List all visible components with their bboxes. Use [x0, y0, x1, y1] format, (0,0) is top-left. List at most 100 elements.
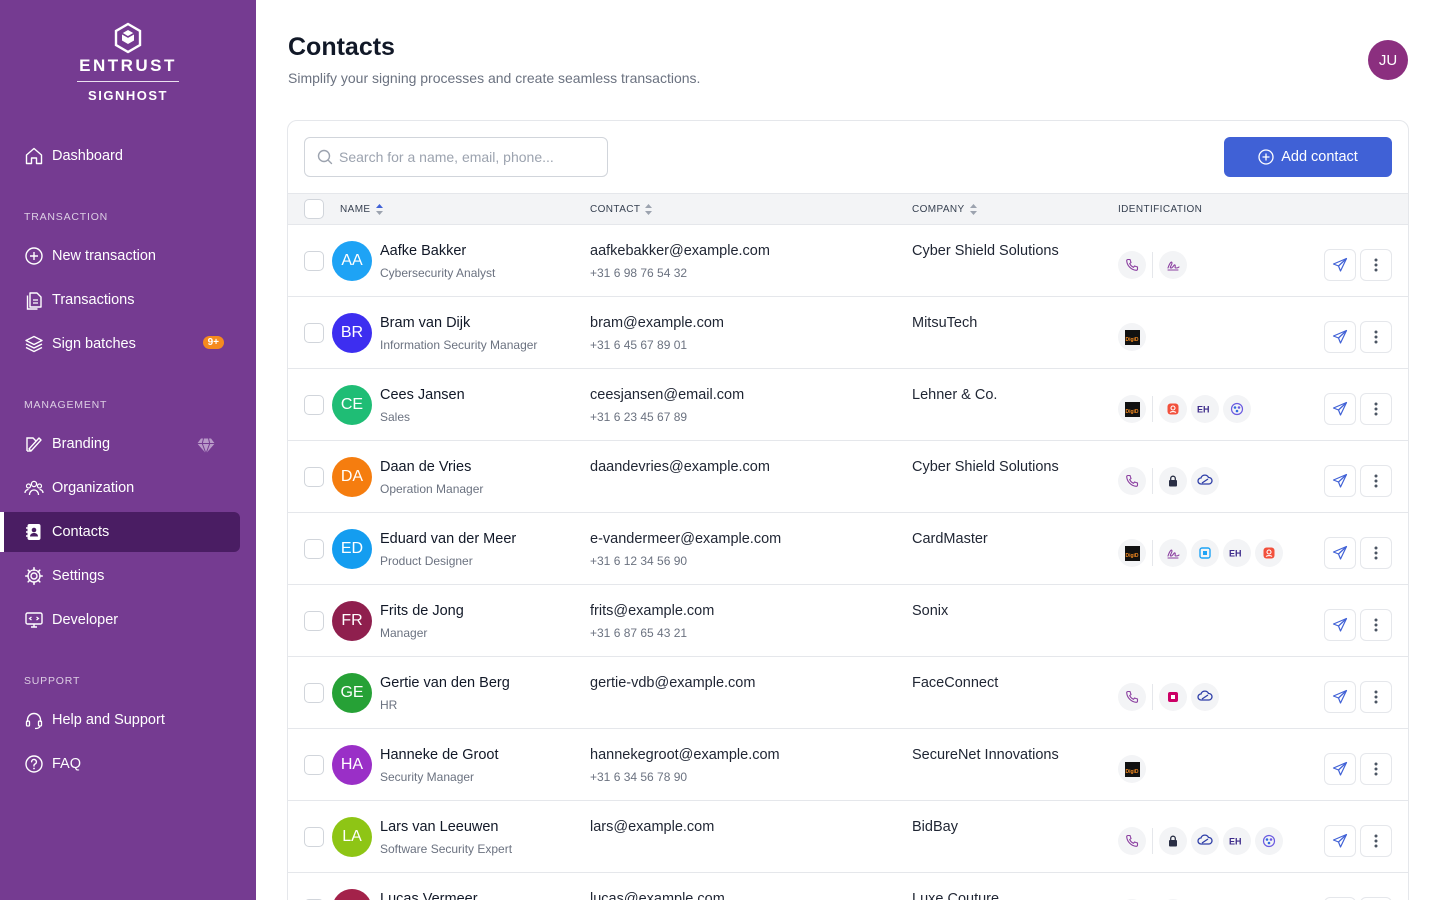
contact-name[interactable]: Bram van Dijk	[380, 315, 471, 331]
table-row[interactable]: ED Eduard van der Meer Product Designer e-v…	[288, 513, 1408, 585]
table-row[interactable]: CE Cees Jansen Sales ceesjansen@email.com +3…	[288, 369, 1408, 441]
row-checkbox[interactable]	[304, 323, 324, 343]
sidebar-item-settings[interactable]: Settings	[4, 556, 240, 596]
sidebar-item-faq[interactable]: FAQ	[4, 744, 240, 784]
user-avatar[interactable]: JU	[1368, 40, 1408, 80]
eherkenning-icon: EH	[1223, 827, 1251, 855]
select-all-checkbox[interactable]	[304, 199, 324, 219]
row-checkbox[interactable]	[304, 251, 324, 271]
brand-product: SIGNHOST	[88, 88, 168, 103]
contact-email: lars@example.com	[590, 819, 715, 835]
send-transaction-button[interactable]	[1324, 753, 1356, 785]
table-row[interactable]: LU Lucas Vermeer lucas@example.com Luxe Cou…	[288, 873, 1408, 900]
search-icon	[317, 149, 333, 165]
more-options-button[interactable]	[1360, 249, 1392, 281]
sidebar-item-organization[interactable]: Organization	[4, 468, 240, 508]
table-row[interactable]: AA Aafke Bakker Cybersecurity Analyst aafke…	[288, 225, 1408, 297]
more-options-button[interactable]	[1360, 393, 1392, 425]
contact-role: Software Security Expert	[380, 842, 513, 856]
contact-company: Cyber Shield Solutions	[912, 459, 1059, 475]
row-checkbox[interactable]	[304, 539, 324, 559]
contact-email: bram@example.com	[590, 315, 724, 331]
row-checkbox[interactable]	[304, 755, 324, 775]
contact-avatar: DA	[332, 457, 372, 497]
table-row[interactable]: HA Hanneke de Groot Security Manager hannek…	[288, 729, 1408, 801]
contact-name[interactable]: Hanneke de Groot	[380, 747, 499, 763]
lock-icon	[1159, 827, 1187, 855]
sidebar-item-new-transaction[interactable]: New transaction	[4, 236, 240, 276]
sidebar-item-contacts[interactable]: Contacts	[0, 512, 240, 552]
table-row[interactable]: DA Daan de Vries Operation Manager daandevr…	[288, 441, 1408, 513]
sidebar-item-help[interactable]: Help and Support	[4, 700, 240, 740]
phone-verification-icon	[1118, 683, 1146, 711]
more-options-button[interactable]	[1360, 321, 1392, 353]
more-options-button[interactable]	[1360, 537, 1392, 569]
contact-avatar: HA	[332, 745, 372, 785]
sidebar-item-dashboard[interactable]: Dashboard	[4, 136, 240, 176]
add-contact-button[interactable]: Add contact	[1224, 137, 1392, 177]
row-checkbox[interactable]	[304, 395, 324, 415]
more-options-button[interactable]	[1360, 609, 1392, 641]
contact-role: Security Manager	[380, 770, 475, 784]
table-row[interactable]: GE Gertie van den Berg HR gertie-vdb@exampl…	[288, 657, 1408, 729]
identification-methods: DigiD EH	[1118, 539, 1287, 567]
sort-icon	[969, 204, 977, 215]
row-checkbox[interactable]	[304, 467, 324, 487]
kebab-menu-icon	[1374, 762, 1378, 776]
column-header-contact[interactable]: CONTACT	[590, 204, 653, 215]
contact-name[interactable]: Lars van Leeuwen	[380, 819, 499, 835]
paper-plane-icon	[1332, 545, 1348, 560]
sidebar-item-developer[interactable]: Developer	[4, 600, 240, 640]
contact-name[interactable]: Eduard van der Meer	[380, 531, 517, 547]
sidebar-item-branding[interactable]: Branding	[4, 424, 240, 464]
paper-plane-icon	[1332, 257, 1348, 272]
sidebar-item-label: Help and Support	[52, 712, 165, 728]
send-transaction-button[interactable]	[1324, 465, 1356, 497]
gear-icon	[25, 567, 43, 585]
table-row[interactable]: LA Lars van Leeuwen Software Security Expe…	[288, 801, 1408, 873]
contact-name[interactable]: Aafke Bakker	[380, 243, 467, 259]
search-input[interactable]	[339, 149, 599, 165]
table-row[interactable]: BR Bram van Dijk Information Security Mana…	[288, 297, 1408, 369]
sidebar-item-sign-batches[interactable]: Sign batches 9+	[4, 324, 240, 364]
contact-company: MitsuTech	[912, 315, 978, 331]
column-header-name[interactable]: NAME	[340, 204, 383, 215]
search-box[interactable]	[304, 137, 608, 177]
contact-name[interactable]: Cees Jansen	[380, 387, 465, 403]
table-row[interactable]: FR Frits de Jong Manager frits@example.com +…	[288, 585, 1408, 657]
send-transaction-button[interactable]	[1324, 609, 1356, 641]
contact-phone: +31 6 45 67 89 01	[590, 338, 688, 352]
sort-ascending-icon	[375, 204, 383, 215]
brush-icon	[26, 437, 42, 452]
contact-name[interactable]: Gertie van den Berg	[380, 675, 510, 691]
send-transaction-button[interactable]	[1324, 537, 1356, 569]
row-checkbox[interactable]	[304, 827, 324, 847]
sidebar-item-label: New transaction	[52, 248, 156, 264]
svg-text:EH: EH	[1197, 405, 1210, 415]
identification-divider	[1152, 684, 1153, 710]
entrust-signhost-logo[interactable]: ENTRUST SIGNHOST	[0, 22, 256, 103]
contact-phone: +31 6 98 76 54 32	[590, 266, 688, 280]
contact-name[interactable]: Daan de Vries	[380, 459, 472, 475]
column-header-company[interactable]: COMPANY	[912, 204, 977, 215]
send-transaction-button[interactable]	[1324, 249, 1356, 281]
send-transaction-button[interactable]	[1324, 393, 1356, 425]
kebab-menu-icon	[1374, 618, 1378, 632]
contact-email: lucas@example.com	[590, 891, 725, 900]
more-options-button[interactable]	[1360, 753, 1392, 785]
contact-name[interactable]: Frits de Jong	[380, 603, 464, 619]
more-options-button[interactable]	[1360, 825, 1392, 857]
row-checkbox[interactable]	[304, 683, 324, 703]
more-options-button[interactable]	[1360, 681, 1392, 713]
contact-name[interactable]: Lucas Vermeer	[380, 891, 478, 900]
sidebar-item-label: Settings	[52, 568, 105, 584]
sidebar-item-transactions[interactable]: Transactions	[4, 280, 240, 320]
send-transaction-button[interactable]	[1324, 321, 1356, 353]
send-transaction-button[interactable]	[1324, 681, 1356, 713]
row-checkbox[interactable]	[304, 611, 324, 631]
kebab-menu-icon	[1374, 258, 1378, 272]
contact-phone: +31 6 12 34 56 90	[590, 554, 688, 568]
contact-role: Operation Manager	[380, 482, 484, 496]
more-options-button[interactable]	[1360, 465, 1392, 497]
send-transaction-button[interactable]	[1324, 825, 1356, 857]
